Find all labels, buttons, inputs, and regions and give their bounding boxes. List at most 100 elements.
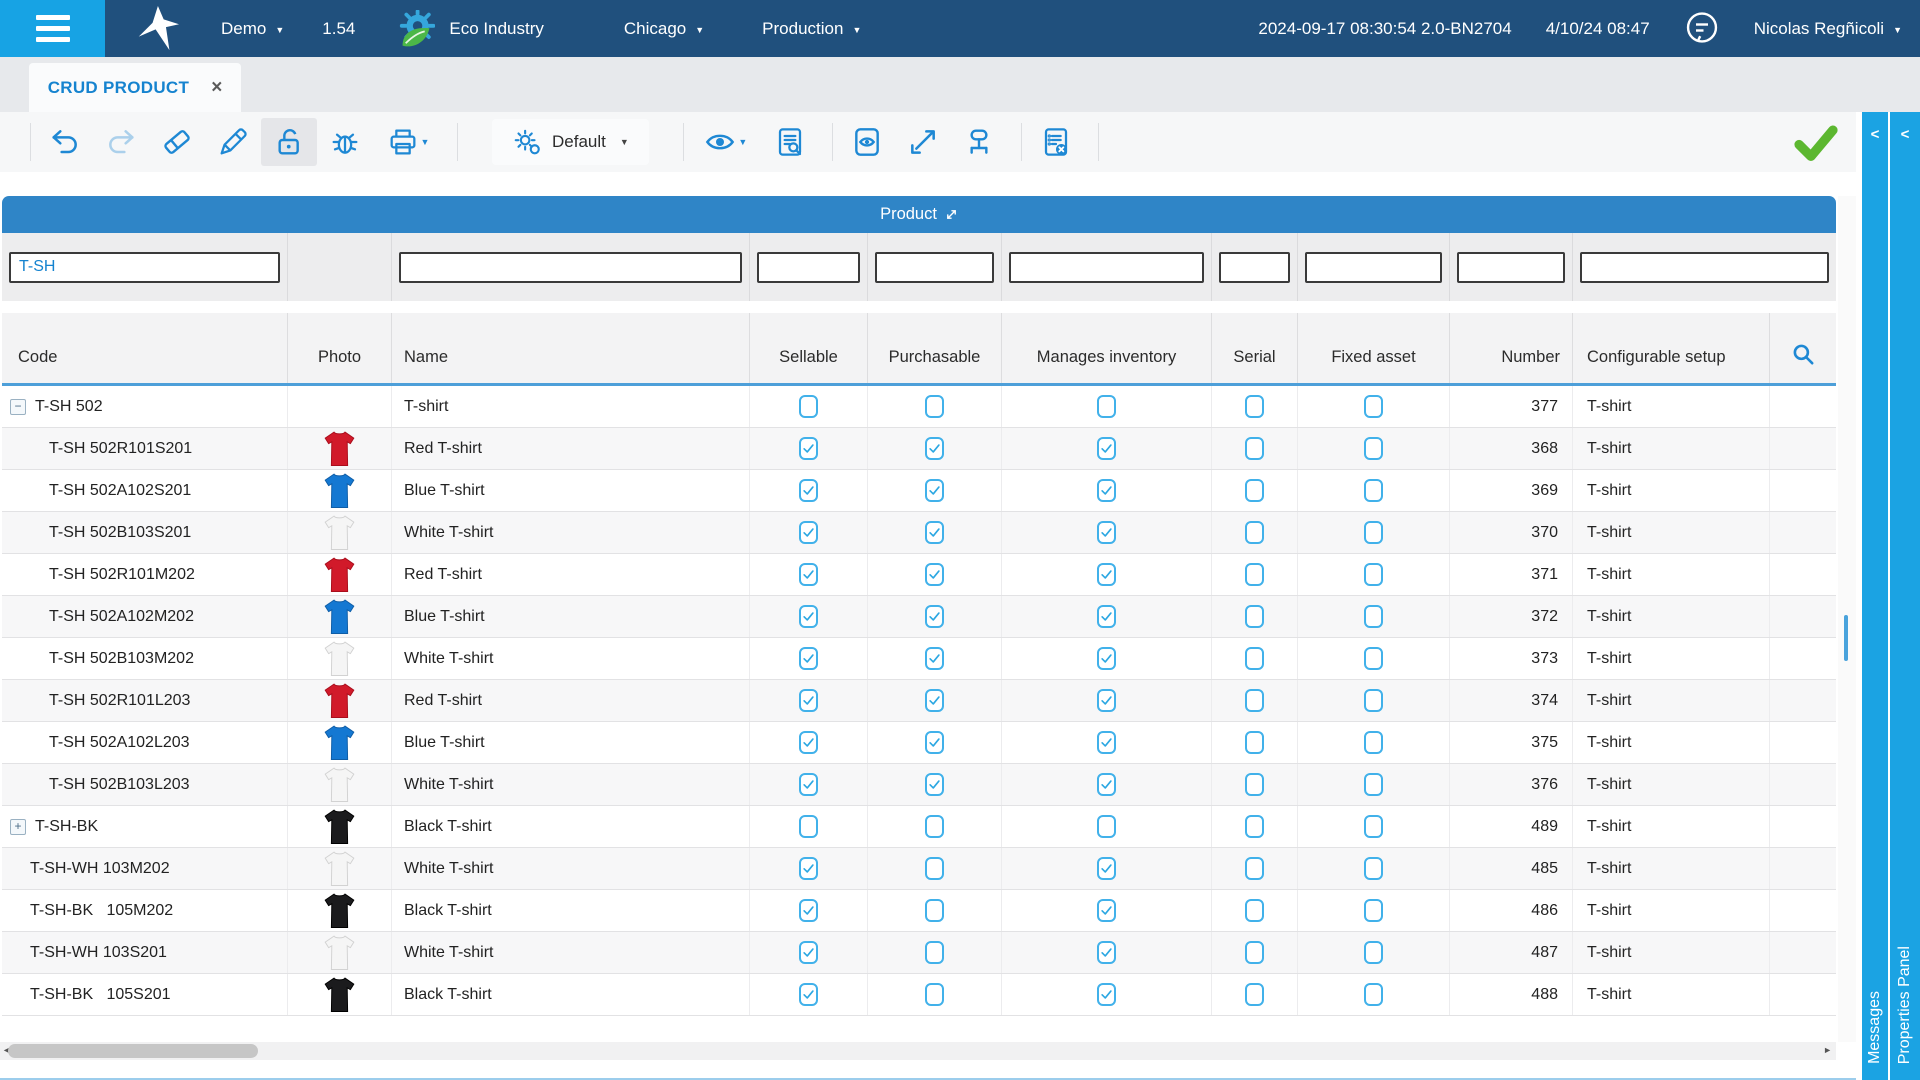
checkbox-unchecked[interactable]	[1364, 479, 1383, 502]
checkbox-checked[interactable]	[925, 479, 944, 502]
filter-input-name[interactable]	[399, 251, 742, 283]
undo-button[interactable]	[37, 118, 93, 166]
checkbox-unchecked[interactable]	[925, 941, 944, 964]
record-view-button[interactable]	[839, 118, 895, 166]
checkbox-unchecked[interactable]	[1097, 815, 1116, 838]
checkbox-unchecked[interactable]	[1245, 479, 1264, 502]
environment-selector[interactable]: Demo ▼	[221, 19, 284, 39]
vertical-scrollbar-thumb[interactable]	[1844, 615, 1848, 661]
checkbox-unchecked[interactable]	[1245, 857, 1264, 880]
table-row[interactable]: T-SH-BK 105S201 Black T-shirt 488 T-shirt	[2, 974, 1836, 1016]
column-header-code[interactable]: Code	[2, 313, 288, 383]
filter-input-code[interactable]	[9, 251, 280, 283]
checkbox-unchecked[interactable]	[1364, 437, 1383, 460]
checkbox-checked[interactable]	[1097, 941, 1116, 964]
mode-selector[interactable]: Production ▼	[762, 19, 861, 39]
checkbox-checked[interactable]	[799, 479, 818, 502]
column-header-name[interactable]: Name	[392, 313, 750, 383]
checkbox-checked[interactable]	[799, 773, 818, 796]
checkbox-checked[interactable]	[925, 521, 944, 544]
table-row[interactable]: T-SH 502R101M202 Red T-shirt 371 T-shirt	[2, 554, 1836, 596]
checkbox-checked[interactable]	[799, 689, 818, 712]
user-menu[interactable]: Nicolas Regñicoli ▼	[1754, 19, 1902, 39]
edit-pencil-button[interactable]	[205, 118, 261, 166]
document-search-button[interactable]	[762, 118, 818, 166]
checkbox-checked[interactable]	[799, 941, 818, 964]
table-row[interactable]: T-SH 502A102L203 Blue T-shirt 375 T-shirt	[2, 722, 1836, 764]
scroll-left-arrow-icon[interactable]: ◄	[2, 1045, 11, 1055]
checkbox-unchecked[interactable]	[1364, 983, 1383, 1006]
table-row[interactable]: + T-SH-BK Black T-shirt 489 T-shirt	[2, 806, 1836, 848]
filter-input-sellable[interactable]	[757, 251, 860, 283]
checkbox-checked[interactable]	[1097, 773, 1116, 796]
app-logo-bird-icon[interactable]	[133, 5, 179, 52]
collapse-row-icon[interactable]: −	[10, 398, 26, 415]
checkbox-unchecked[interactable]	[925, 899, 944, 922]
search-icon[interactable]	[1790, 341, 1816, 367]
checkbox-unchecked[interactable]	[1097, 395, 1116, 418]
checkbox-checked[interactable]	[799, 857, 818, 880]
checkbox-checked[interactable]	[1097, 521, 1116, 544]
checkbox-checked[interactable]	[799, 521, 818, 544]
checkbox-unchecked[interactable]	[1245, 395, 1264, 418]
checkbox-checked[interactable]	[799, 647, 818, 670]
checkbox-checked[interactable]	[925, 563, 944, 586]
confirm-check-button[interactable]	[1792, 120, 1840, 169]
preview-eye-button[interactable]: ▼	[690, 118, 762, 166]
print-button[interactable]: ▼	[373, 118, 443, 166]
hamburger-menu-button[interactable]	[0, 0, 105, 57]
table-row[interactable]: T-SH-WH 103M202 White T-shirt 485 T-shirt	[2, 848, 1836, 890]
checkbox-checked[interactable]	[1097, 647, 1116, 670]
debug-bug-button[interactable]	[317, 118, 373, 166]
checkbox-checked[interactable]	[799, 983, 818, 1006]
checkbox-checked[interactable]	[799, 437, 818, 460]
checkbox-unchecked[interactable]	[1245, 899, 1264, 922]
checkbox-unchecked[interactable]	[1245, 689, 1264, 712]
checkbox-unchecked[interactable]	[799, 395, 818, 418]
table-row[interactable]: T-SH 502A102M202 Blue T-shirt 372 T-shirt	[2, 596, 1836, 638]
column-header-serial[interactable]: Serial	[1212, 313, 1298, 383]
checkbox-checked[interactable]	[925, 437, 944, 460]
checkbox-checked[interactable]	[1097, 563, 1116, 586]
checkbox-checked[interactable]	[1097, 731, 1116, 754]
column-header-sellable[interactable]: Sellable	[750, 313, 868, 383]
tab-crud-product[interactable]: CRUD PRODUCT ×	[29, 63, 241, 112]
table-row[interactable]: T-SH 502B103S201 White T-shirt 370 T-shirt	[2, 512, 1836, 554]
table-row[interactable]: T-SH-BK 105M202 Black T-shirt 486 T-shirt	[2, 890, 1836, 932]
checkbox-checked[interactable]	[1097, 689, 1116, 712]
column-header-number[interactable]: Number	[1450, 313, 1573, 383]
checkbox-checked[interactable]	[799, 605, 818, 628]
column-header-fixed_asset[interactable]: Fixed asset	[1298, 313, 1450, 383]
checkbox-unchecked[interactable]	[925, 395, 944, 418]
table-row[interactable]: T-SH 502A102S201 Blue T-shirt 369 T-shirt	[2, 470, 1836, 512]
checkbox-checked[interactable]	[925, 773, 944, 796]
horizontal-scrollbar-thumb[interactable]	[8, 1044, 258, 1058]
expand-row-icon[interactable]: +	[10, 818, 26, 835]
checkbox-unchecked[interactable]	[799, 815, 818, 838]
checkbox-unchecked[interactable]	[1364, 647, 1383, 670]
checkbox-unchecked[interactable]	[925, 857, 944, 880]
checkbox-unchecked[interactable]	[1364, 395, 1383, 418]
filter-input-purchasable[interactable]	[875, 251, 994, 283]
checkbox-checked[interactable]	[1097, 899, 1116, 922]
table-row[interactable]: T-SH 502R101S201 Red T-shirt 368 T-shirt	[2, 428, 1836, 470]
checkbox-unchecked[interactable]	[925, 815, 944, 838]
checkbox-checked[interactable]	[1097, 437, 1116, 460]
checkbox-unchecked[interactable]	[1245, 563, 1264, 586]
column-header-purchasable[interactable]: Purchasable	[868, 313, 1002, 383]
filter-input-fixed_asset[interactable]	[1305, 251, 1442, 283]
checkbox-checked[interactable]	[925, 647, 944, 670]
checkbox-unchecked[interactable]	[1245, 521, 1264, 544]
properties-panel-toggle[interactable]: < Properties Panel	[1890, 112, 1920, 1080]
checkbox-unchecked[interactable]	[1245, 731, 1264, 754]
filter-input-configurable_setup[interactable]	[1580, 251, 1829, 283]
table-row[interactable]: T-SH 502B103M202 White T-shirt 373 T-shirt	[2, 638, 1836, 680]
checkbox-checked[interactable]	[925, 689, 944, 712]
checkbox-unchecked[interactable]	[1364, 563, 1383, 586]
table-row[interactable]: T-SH 502R101L203 Red T-shirt 374 T-shirt	[2, 680, 1836, 722]
vertical-scrollbar[interactable]	[1838, 196, 1856, 1042]
chat-bubble-icon[interactable]	[1684, 11, 1720, 47]
unlock-button[interactable]	[261, 118, 317, 166]
collapse-left-icon[interactable]: <	[1900, 126, 1910, 143]
tab-close-icon[interactable]: ×	[211, 77, 223, 98]
